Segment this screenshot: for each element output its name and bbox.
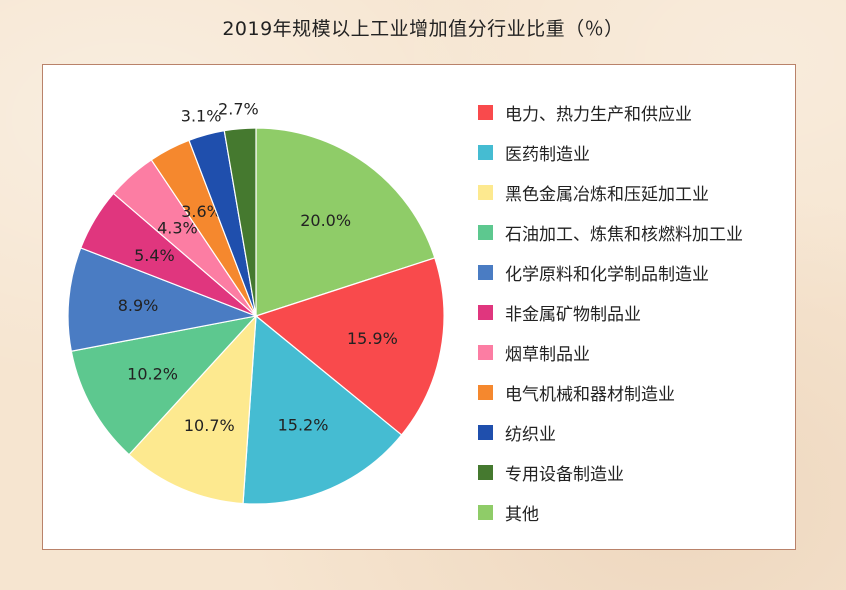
slice-value-label: 3.6% bbox=[181, 202, 222, 221]
legend-swatch bbox=[478, 144, 493, 160]
legend-label: 黑色金属冶炼和压延加工业 bbox=[505, 184, 709, 205]
legend-swatch bbox=[478, 424, 493, 440]
slice-value-label: 3.1% bbox=[181, 106, 222, 125]
pie-slice bbox=[223, 127, 257, 317]
slice-value-label: 10.7% bbox=[184, 416, 235, 435]
legend-label: 电力、热力生产和供应业 bbox=[505, 104, 692, 125]
legend-swatch bbox=[478, 264, 493, 280]
slice-value-label: 5.4% bbox=[134, 246, 175, 265]
legend-swatch bbox=[478, 384, 493, 400]
legend-swatch bbox=[478, 504, 493, 520]
legend-item: 石油加工、炼焦和核燃料加工业 bbox=[478, 212, 818, 252]
legend-item: 医药制造业 bbox=[478, 132, 818, 172]
legend-label: 烟草制品业 bbox=[505, 344, 590, 365]
legend-swatch bbox=[478, 104, 493, 120]
legend-item: 专用设备制造业 bbox=[478, 452, 818, 492]
legend-item: 烟草制品业 bbox=[478, 332, 818, 372]
legend-swatch bbox=[478, 224, 493, 240]
pie-slice bbox=[70, 315, 258, 456]
legend-label: 专用设备制造业 bbox=[505, 464, 624, 485]
legend: 电力、热力生产和供应业 医药制造业黑色金属冶炼和压延加工业石油加工、炼焦和核燃料加… bbox=[478, 92, 818, 532]
slice-value-label: 15.9% bbox=[347, 329, 398, 348]
legend-swatch bbox=[478, 304, 493, 320]
legend-swatch bbox=[478, 464, 493, 480]
pie-slice bbox=[254, 257, 445, 436]
legend-item: 黑色金属冶炼和压延加工业 bbox=[478, 172, 818, 212]
pie-slice bbox=[128, 314, 257, 505]
legend-item: 其他 bbox=[478, 492, 818, 532]
legend-label: 非金属矿物制品业 bbox=[505, 304, 641, 325]
legend-item: 化学原料和化学制品制造业 bbox=[478, 252, 818, 292]
legend-label: 化学原料和化学制品制造业 bbox=[505, 264, 709, 285]
chart-title: 2019年规模以上工业增加值分行业比重（％） bbox=[222, 18, 624, 40]
slice-value-label: 10.2% bbox=[127, 365, 178, 384]
slice-value-label: 20.0% bbox=[300, 211, 351, 230]
legend-label: 医药制造业 bbox=[505, 144, 590, 165]
slice-value-label: 8.9% bbox=[118, 296, 159, 315]
slice-value-label: 4.3% bbox=[157, 218, 198, 237]
legend-label: 其他 bbox=[505, 504, 539, 525]
slice-value-label: 15.2% bbox=[278, 416, 329, 435]
legend-item: 电气机械和器材制造业 bbox=[478, 372, 818, 412]
pie-slice bbox=[67, 247, 259, 352]
legend-swatch bbox=[478, 184, 493, 200]
pie-slice bbox=[255, 127, 436, 317]
legend-item: 纺织业 bbox=[478, 412, 818, 452]
slice-value-label: 2.7% bbox=[218, 100, 259, 119]
legend-label: 电气机械和器材制造业 bbox=[505, 384, 675, 405]
legend-item: 非金属矿物制品业 bbox=[478, 292, 818, 332]
legend-label: 石油加工、炼焦和核燃料加工业 bbox=[505, 224, 743, 245]
pie-slice bbox=[242, 314, 403, 505]
legend-swatch bbox=[478, 344, 493, 360]
legend-label: 纺织业 bbox=[505, 424, 556, 445]
legend-item: 电力、热力生产和供应业 bbox=[478, 92, 818, 132]
